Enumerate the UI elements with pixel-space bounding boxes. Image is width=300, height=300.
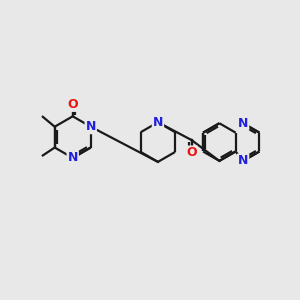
Text: N: N <box>153 116 163 129</box>
Text: O: O <box>186 146 197 160</box>
Text: N: N <box>85 120 96 133</box>
Text: O: O <box>68 98 78 111</box>
Text: N: N <box>68 152 78 164</box>
Text: N: N <box>238 117 248 130</box>
Text: N: N <box>238 154 248 167</box>
